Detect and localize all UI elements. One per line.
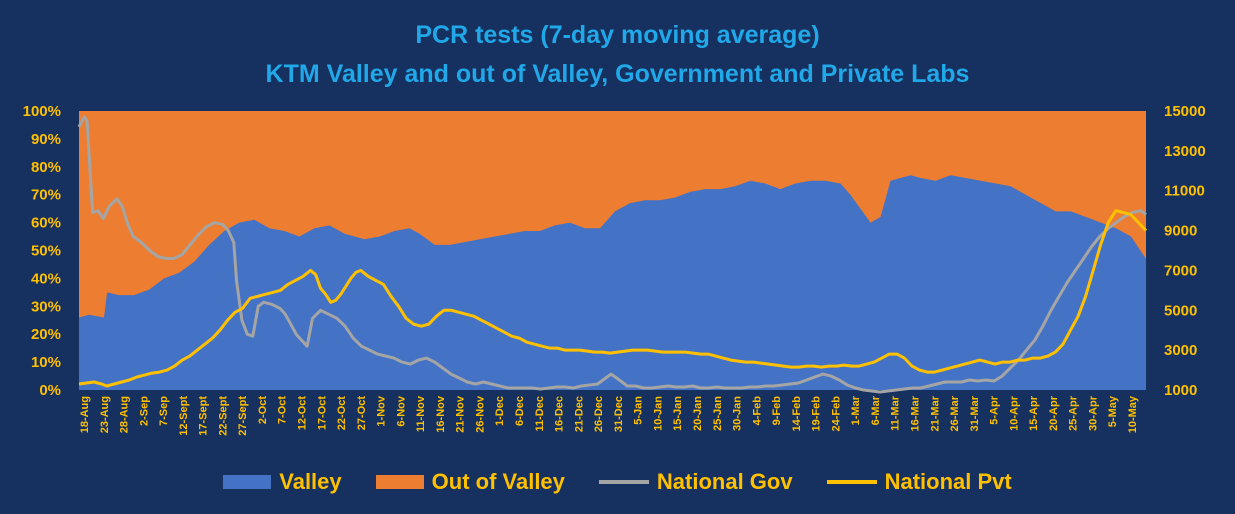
x-tick-label: 11-Mar — [890, 395, 902, 431]
y-left-tick-label: 70% — [31, 187, 61, 204]
legend-swatch — [826, 480, 877, 484]
x-tick-label: 5-Apr — [989, 395, 1001, 424]
x-tick-label: 1-Nov — [376, 395, 388, 426]
x-tick-label: 30-Jan — [732, 396, 744, 431]
x-tick-label: 31-Mar — [969, 395, 981, 431]
x-tick-label: 26-Dec — [593, 396, 605, 432]
x-tick-label: 1-Mar — [850, 395, 862, 425]
x-tick-label: 4-Feb — [751, 396, 763, 426]
legend-swatch — [223, 475, 272, 489]
x-tick-label: 14-Feb — [791, 396, 803, 432]
x-tick-label: 27-Oct — [356, 396, 368, 431]
y-right-tick-label: 3000 — [1164, 342, 1197, 359]
legend-item-national-gov: National Gov — [598, 469, 793, 495]
x-tick-label: 24-Feb — [830, 396, 842, 432]
x-tick-label: 20-Apr — [1048, 395, 1060, 431]
x-tick-label: 12-Oct — [297, 396, 309, 431]
x-tick-label: 16-Dec — [554, 396, 566, 432]
chart-title: PCR tests (7-day moving average) — [415, 21, 820, 49]
y-left-tick-label: 40% — [31, 270, 61, 287]
y-right-tick-label: 1000 — [1164, 382, 1197, 399]
x-tick-label: 31-Dec — [613, 396, 625, 432]
legend-item-valley: Valley — [223, 469, 342, 495]
legend-item-out-of-valley: Out of Valley — [375, 469, 565, 495]
y-left-tick-label: 90% — [31, 131, 61, 148]
x-tick-label: 2-Sep — [138, 396, 150, 426]
y-right-tick-label: 5000 — [1164, 302, 1197, 319]
x-tick-label: 5-May — [1107, 395, 1119, 427]
y-left-tick-label: 0% — [39, 382, 61, 399]
x-tick-label: 21-Dec — [573, 396, 585, 432]
x-tick-label: 20-Jan — [692, 396, 704, 431]
x-tick-label: 28-Aug — [119, 396, 131, 433]
x-tick-label: 5-Jan — [633, 396, 645, 425]
line-national-pvt — [78, 209, 1148, 388]
x-tick-label: 6-Dec — [514, 396, 526, 426]
x-tick-label: 6-Nov — [395, 395, 407, 426]
x-tick-label: 9-Feb — [771, 396, 783, 426]
x-tick-label: 16-Mar — [909, 395, 921, 431]
x-tick-label: 22-Sept — [217, 396, 229, 436]
x-tick-label: 25-Jan — [712, 396, 724, 431]
legend-label: Out of Valley — [431, 469, 565, 494]
x-tick-label: 21-Nov — [455, 395, 467, 433]
legend-item-national-pvt: National Pvt — [826, 469, 1012, 495]
legend-label: Valley — [279, 469, 342, 494]
x-tick-label: 10-May — [1127, 395, 1139, 433]
x-tick-label: 7-Sep — [158, 396, 170, 426]
x-tick-label: 23-Aug — [99, 396, 111, 433]
chart-subtitle: KTM Valley and out of Valley, Government… — [265, 60, 970, 88]
x-tick-label: 6-Mar — [870, 395, 882, 425]
x-tick-label: 2-Oct — [257, 396, 269, 424]
x-tick-label: 26-Nov — [474, 395, 486, 433]
x-tick-label: 19-Feb — [811, 396, 823, 432]
x-tick-label: 18-Aug — [79, 396, 91, 433]
legend-label: National Pvt — [884, 469, 1012, 494]
x-tick-label: 25-Apr — [1068, 395, 1080, 431]
legend-swatch — [375, 475, 424, 489]
x-tick-label: 26-Mar — [949, 395, 961, 431]
x-tick-label: 17-Oct — [316, 396, 328, 431]
y-left-tick-label: 10% — [31, 354, 61, 371]
y-left-tick-label: 60% — [31, 215, 61, 232]
legend-label: National Gov — [656, 469, 793, 494]
x-tick-label: 16-Nov — [435, 395, 447, 433]
x-tick-label: 11-Dec — [534, 396, 546, 431]
y-left-tick-label: 50% — [31, 243, 61, 260]
x-tick-label: 10-Jan — [652, 396, 664, 431]
x-tick-label: 15-Apr — [1028, 395, 1040, 431]
x-tick-label: 10-Apr — [1008, 395, 1020, 431]
y-left-tick-label: 30% — [31, 298, 61, 315]
y-left-tick-label: 20% — [31, 326, 61, 343]
x-tick-label: 15-Jan — [672, 396, 684, 431]
x-tick-label: 21-Mar — [929, 395, 941, 431]
y-right-tick-label: 13000 — [1164, 143, 1206, 160]
x-tick-label: 1-Dec — [494, 396, 506, 426]
x-tick-label: 17-Sept — [198, 396, 210, 436]
x-tick-label: 12-Sept — [178, 396, 190, 436]
area-valley — [79, 175, 1146, 390]
line-national-gov — [77, 115, 1147, 394]
x-tick-label: 27-Sept — [237, 396, 249, 436]
x-tick-label: 30-Apr — [1087, 395, 1099, 431]
y-right-tick-label: 7000 — [1164, 262, 1197, 279]
y-right-tick-label: 9000 — [1164, 223, 1197, 240]
y-left-tick-label: 100% — [23, 103, 61, 120]
x-tick-label: 11-Nov — [415, 395, 427, 432]
legend: Valley Out of Valley National Gov National … — [0, 466, 1235, 498]
legend-swatch — [598, 480, 649, 484]
x-tick-label: 22-Oct — [336, 396, 348, 431]
x-tick-label: 7-Oct — [277, 396, 289, 424]
y-right-tick-label: 11000 — [1164, 183, 1205, 200]
y-right-tick-label: 15000 — [1164, 103, 1206, 120]
y-left-tick-label: 80% — [31, 159, 61, 176]
